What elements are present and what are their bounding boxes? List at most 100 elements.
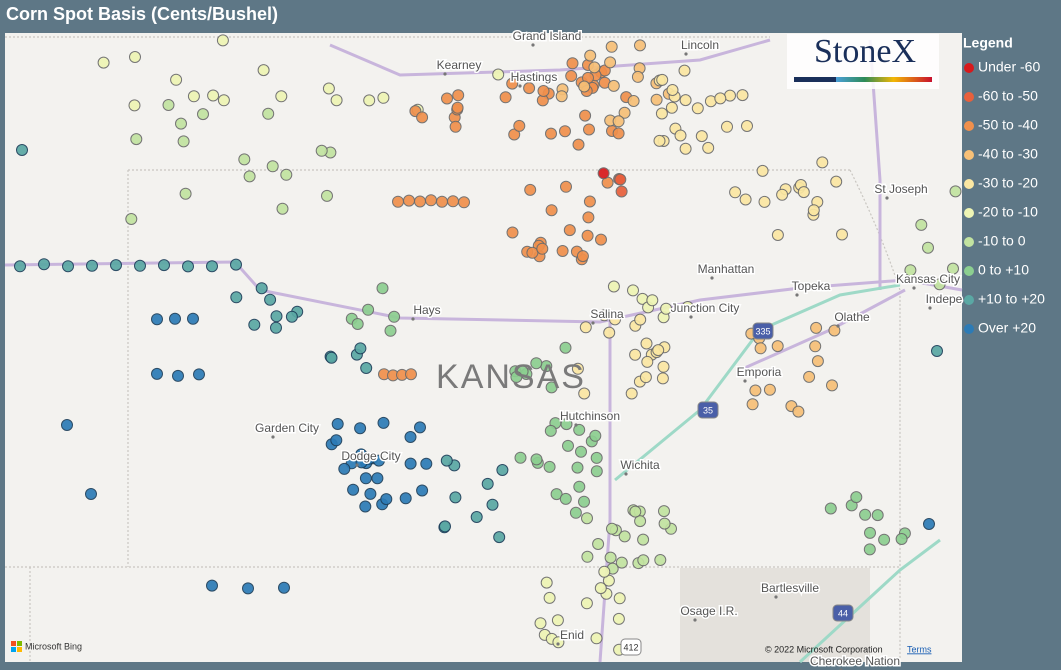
legend-label: Over +20	[978, 320, 1036, 336]
site-dot	[826, 379, 838, 392]
site-dot	[654, 554, 667, 566]
site-dot	[598, 309, 611, 322]
site-dot	[612, 612, 625, 625]
site-dot	[634, 313, 647, 326]
site-dot	[384, 324, 397, 337]
site-dot	[631, 70, 644, 83]
site-dot	[850, 491, 863, 504]
site-dot	[658, 505, 670, 518]
site-dot	[589, 429, 602, 442]
site-dot	[270, 321, 282, 334]
site-dot	[414, 195, 426, 208]
site-dot	[129, 51, 141, 63]
site-dot	[615, 556, 628, 569]
site-dot	[86, 259, 98, 272]
site-dot	[243, 170, 256, 183]
site-dot	[627, 95, 640, 107]
place-label: Kearney	[437, 58, 482, 72]
place-label: Emporia	[737, 365, 782, 379]
place-dot	[689, 315, 693, 319]
site-dot	[895, 533, 908, 545]
place-dot	[355, 463, 359, 467]
site-dot	[607, 280, 620, 293]
site-dot	[441, 92, 453, 105]
place-label: St Joseph	[874, 182, 927, 196]
legend-swatch	[964, 208, 974, 218]
site-dot	[540, 576, 553, 589]
site-dot	[158, 259, 170, 272]
site-dot	[187, 90, 200, 103]
site-dot	[573, 423, 586, 436]
site-dot	[836, 228, 848, 241]
state-borders	[5, 36, 901, 662]
site-dot	[915, 218, 928, 231]
place-dot	[693, 618, 697, 622]
place-dot	[591, 321, 595, 325]
site-dot	[606, 522, 618, 535]
site-dot	[61, 419, 73, 431]
site-dot	[534, 617, 547, 630]
highway-number: 335	[755, 326, 770, 336]
highway-shield	[697, 401, 719, 419]
site-dot	[754, 342, 767, 355]
site-dot	[559, 125, 571, 138]
site-dot	[551, 614, 564, 627]
site-dot	[565, 70, 578, 82]
site-dot	[330, 94, 343, 107]
highway-shield	[752, 322, 774, 340]
site-dot	[691, 102, 704, 115]
site-dot	[666, 84, 679, 96]
logo-bar	[836, 77, 932, 82]
site-dot	[449, 120, 462, 133]
site-dot	[637, 554, 650, 567]
site-dot	[255, 282, 268, 295]
site-dot	[656, 73, 669, 86]
terms-link[interactable]: Terms	[907, 644, 932, 654]
site-dot	[179, 187, 192, 200]
site-dot	[439, 520, 451, 533]
site-dot	[458, 196, 470, 209]
highway-shield	[620, 638, 642, 656]
site-dot	[177, 135, 190, 148]
site-dot	[14, 260, 26, 273]
site-dot	[275, 90, 288, 103]
site-dot	[278, 581, 290, 594]
site-dot	[618, 530, 631, 543]
site-dot	[338, 462, 351, 475]
site-dot	[513, 119, 526, 132]
site-dot	[506, 226, 519, 239]
title: Corn Spot Basis (Cents/Bushel)	[6, 4, 278, 24]
site-dot	[864, 526, 876, 539]
site-dot	[618, 106, 631, 119]
site-dot	[510, 371, 523, 383]
legend-swatch	[964, 179, 974, 189]
place-label: Olathe	[834, 310, 870, 324]
site-dot	[756, 164, 769, 177]
site-dot	[595, 233, 607, 246]
site-dot	[248, 318, 261, 331]
legend-swatch	[964, 324, 974, 334]
site-dot	[679, 94, 692, 107]
site-dot	[629, 505, 642, 518]
place-label: Indepe	[926, 292, 963, 306]
site-dot	[169, 312, 181, 325]
site-dot	[729, 186, 742, 199]
site-dot	[16, 144, 28, 156]
site-dot	[354, 342, 367, 355]
site-dot	[436, 195, 448, 208]
site-dot	[128, 99, 141, 112]
site-dot	[556, 245, 569, 257]
site-dot	[399, 492, 412, 505]
site-dot	[640, 337, 653, 350]
site-dot	[425, 194, 437, 207]
site-dot	[110, 259, 122, 272]
place-label: Osage I.R.	[680, 604, 737, 618]
site-dot	[603, 326, 616, 339]
site-dot	[581, 512, 593, 525]
site-dot	[627, 284, 639, 297]
place-label: Manhattan	[698, 262, 755, 276]
legend-label: 0 to +10	[978, 262, 1029, 278]
site-dot	[151, 313, 163, 326]
site-dot	[598, 565, 611, 578]
